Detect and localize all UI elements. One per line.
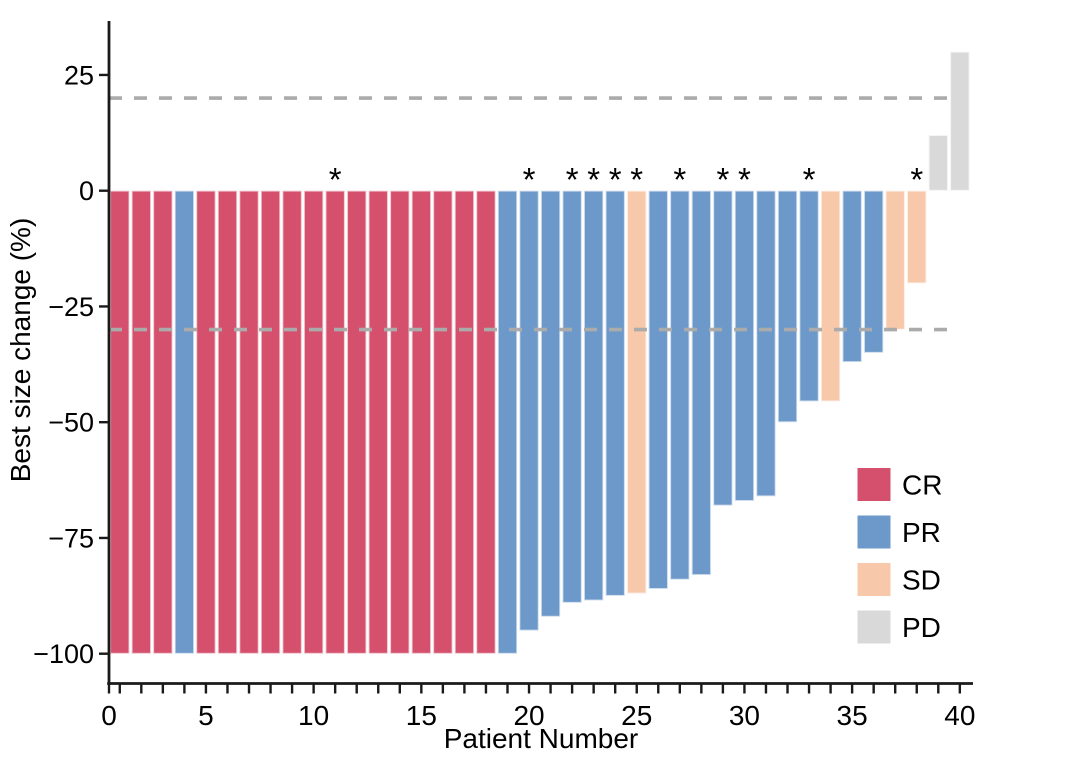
- significance-asterisk-patient-30: *: [738, 161, 751, 198]
- bar-patient-2: [130, 189, 152, 655]
- legend-label-pr: PR: [902, 517, 941, 548]
- bar-patient-26: [647, 189, 669, 590]
- significance-asterisk-patient-11: *: [329, 161, 342, 198]
- significance-asterisk-patient-29: *: [716, 161, 729, 198]
- legend-swatch-pd: [857, 610, 891, 644]
- bar-patient-37: [884, 189, 906, 331]
- x-tick-label-35: 35: [837, 700, 868, 731]
- significance-asterisk-patient-23: *: [587, 161, 600, 198]
- bar-patient-18: [475, 189, 497, 655]
- bar-patient-23: [583, 189, 605, 602]
- bar-patient-40: [949, 50, 971, 192]
- legend-label-sd: SD: [902, 565, 941, 596]
- bar-patient-20: [518, 189, 540, 632]
- y-tick-label--25: −25: [48, 292, 94, 322]
- y-tick-label-0: 0: [79, 176, 94, 206]
- legend-label-pd: PD: [902, 612, 941, 643]
- x-axis-title: Patient Number: [444, 723, 639, 754]
- annotations-group: * * * * * * * * * * *: [329, 161, 924, 198]
- x-tick-label-15: 15: [406, 700, 437, 731]
- significance-asterisk-patient-25: *: [630, 161, 643, 198]
- bar-patient-30: [733, 189, 755, 502]
- bar-patient-32: [777, 189, 799, 424]
- bar-patient-21: [540, 189, 562, 618]
- bar-patient-12: [346, 189, 368, 655]
- bar-patient-38: [906, 189, 928, 285]
- bar-patient-14: [389, 189, 411, 655]
- bar-patient-39: [927, 134, 949, 192]
- bars-group: [109, 50, 971, 655]
- y-tick-label-25: 25: [64, 60, 94, 90]
- bar-patient-25: [626, 189, 648, 595]
- bar-patient-17: [453, 189, 475, 655]
- y-tick-label--50: −50: [48, 408, 94, 438]
- bar-patient-15: [410, 189, 432, 655]
- legend-swatch-cr: [857, 468, 891, 501]
- significance-asterisk-patient-22: *: [566, 161, 579, 198]
- bar-patient-16: [432, 189, 454, 655]
- legend-swatch-pr: [857, 515, 891, 549]
- bar-patient-4: [173, 189, 195, 655]
- x-tick-label-0: 0: [101, 700, 117, 731]
- bar-patient-36: [863, 189, 885, 354]
- bar-patient-3: [152, 189, 174, 655]
- significance-asterisk-patient-27: *: [673, 161, 686, 198]
- bar-patient-7: [238, 189, 260, 655]
- bar-patient-1: [109, 189, 131, 655]
- y-tick-label--100: −100: [33, 639, 94, 669]
- significance-asterisk-patient-24: *: [609, 161, 622, 198]
- bar-patient-29: [712, 189, 734, 507]
- bar-patient-11: [324, 189, 346, 655]
- legend-label-cr: CR: [902, 470, 942, 501]
- significance-asterisk-patient-38: *: [910, 161, 923, 198]
- bar-patient-10: [303, 189, 325, 655]
- bar-patient-9: [281, 189, 303, 655]
- significance-asterisk-patient-33: *: [803, 161, 816, 198]
- bar-patient-27: [669, 189, 691, 581]
- x-tick-label-30: 30: [729, 700, 760, 731]
- bar-patient-35: [841, 189, 863, 363]
- y-axis: 25 0 −25 −50 −75 −100: [33, 21, 111, 685]
- x-tick-label-40: 40: [944, 700, 975, 731]
- bar-patient-28: [690, 189, 712, 576]
- bar-patient-34: [820, 189, 842, 403]
- y-axis-title: Best size change (%): [5, 218, 36, 483]
- bar-patient-33: [798, 189, 820, 403]
- bar-patient-22: [561, 189, 583, 604]
- x-axis: 0 5 10 15 20 25 30 35 40: [101, 682, 975, 731]
- bar-patient-8: [260, 189, 282, 655]
- reference-lines-group: [109, 96, 958, 332]
- x-tick-label-20: 20: [513, 700, 544, 731]
- bar-patient-6: [216, 189, 238, 655]
- bar-patient-24: [604, 189, 626, 597]
- bar-patient-31: [755, 189, 777, 498]
- y-tick-label--75: −75: [48, 523, 94, 553]
- bar-patient-13: [367, 189, 389, 655]
- significance-asterisk-patient-20: *: [523, 161, 536, 198]
- bar-patient-19: [496, 189, 518, 655]
- bar-patient-5: [195, 189, 217, 655]
- x-tick-label-25: 25: [621, 700, 652, 731]
- x-tick-label-10: 10: [298, 700, 329, 731]
- x-tick-label-5: 5: [198, 700, 214, 731]
- legend-swatch-sd: [857, 563, 891, 596]
- legend: CR PR SD PD: [857, 468, 942, 644]
